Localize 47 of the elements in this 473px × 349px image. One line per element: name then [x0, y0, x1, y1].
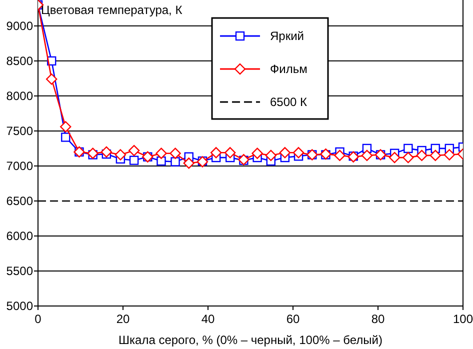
point [61, 132, 70, 142]
point [128, 144, 140, 156]
x-axis-title: Шкала серого, % (0% – черный, 100% – белый) [118, 333, 382, 347]
x-tick-label: 20 [116, 312, 130, 326]
point [402, 152, 414, 164]
point [129, 156, 139, 165]
point [46, 74, 58, 85]
point [430, 150, 441, 162]
point [292, 147, 304, 158]
point [114, 149, 126, 160]
point [444, 149, 455, 160]
legend-label: Яркий [270, 29, 304, 43]
point [252, 148, 263, 159]
point [210, 147, 222, 158]
y-tick-label: 8000 [6, 88, 34, 103]
point [334, 150, 346, 162]
point [170, 157, 180, 166]
point [60, 121, 72, 132]
y-tick-label: 7000 [6, 158, 34, 173]
legend-label: Фильм [270, 62, 308, 76]
y-tick-label: 5500 [6, 264, 34, 278]
point [279, 147, 291, 158]
y-tick-label: 7500 [6, 124, 34, 138]
point [100, 146, 112, 158]
chart-title: Цветовая температура, К [41, 3, 182, 17]
point [361, 150, 373, 162]
x-tick-label: 40 [201, 312, 215, 326]
point [87, 148, 98, 159]
point [265, 150, 276, 162]
y-tick-label: 8500 [6, 54, 34, 68]
point [156, 156, 166, 166]
x-tick-label: 0 [34, 312, 42, 326]
point [416, 150, 428, 162]
x-tick-label: 100 [452, 312, 473, 326]
point [404, 144, 413, 154]
point [156, 148, 167, 159]
point [388, 152, 400, 164]
y-tick-label: 5000 [6, 299, 34, 313]
y-tick-label: 6000 [6, 228, 34, 243]
point [170, 148, 181, 159]
point [224, 147, 236, 158]
point [183, 158, 194, 169]
y-tick-label: 9000 [6, 18, 34, 33]
legend-label: 6500 К [270, 95, 308, 109]
y-tick-label: 6500 [6, 194, 34, 208]
x-tick-label: 80 [371, 312, 385, 326]
x-tick-label: 60 [286, 312, 300, 326]
